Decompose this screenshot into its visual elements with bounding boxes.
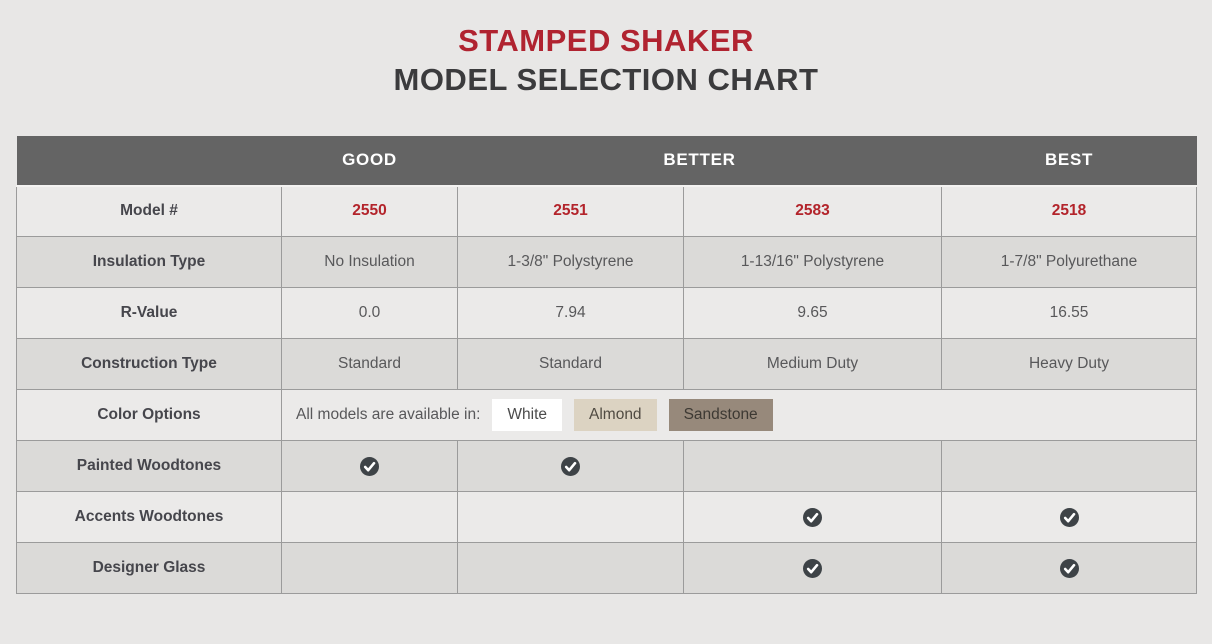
feature-empty-cell: [281, 542, 458, 594]
feature-check-cell: [941, 491, 1198, 543]
checkmark-icon: [1059, 558, 1080, 578]
model-selection-page: STAMPED SHAKER MODEL SELECTION CHART GOO…: [0, 0, 1212, 594]
tier-header-spacer: [16, 135, 282, 187]
spec-value-cell: 9.65: [682, 287, 943, 339]
feature-check-cell: [457, 440, 684, 492]
table-row: Construction Type Standard Standard Medium …: [16, 338, 1198, 390]
feature-empty-cell: [941, 440, 1198, 492]
tier-header-good: GOOD: [281, 135, 458, 187]
feature-empty-cell: [457, 542, 684, 594]
color-availability-text: All models are available in:: [296, 406, 481, 423]
row-label: Designer Glass: [16, 542, 282, 594]
tier-header-row: GOOD BETTER BEST: [16, 135, 1197, 187]
feature-check-cell: [941, 542, 1198, 594]
checkmark-icon: [802, 558, 823, 578]
row-label: Insulation Type: [16, 236, 282, 288]
spec-value-cell: 1-7/8" Polyurethane: [941, 236, 1198, 288]
row-label: Color Options: [16, 389, 282, 441]
spec-value-cell: 0.0: [281, 287, 458, 339]
model-number-cell: 2551: [457, 185, 684, 237]
model-number-cell: 2583: [682, 185, 943, 237]
feature-empty-cell: [457, 491, 684, 543]
model-number-cell: 2550: [281, 185, 458, 237]
spec-value-cell: No Insulation: [281, 236, 458, 288]
checkmark-icon: [1059, 507, 1080, 527]
feature-check-cell: [281, 440, 458, 492]
model-selection-table: GOOD BETTER BEST Model #2550 2551 2583 2518 In…: [16, 135, 1198, 594]
color-swatch-almond: Almond: [574, 399, 657, 431]
feature-empty-cell: [281, 491, 458, 543]
table-row: Color Options All models are available in…: [16, 389, 1198, 441]
model-number-cell: 2518: [941, 185, 1198, 237]
feature-check-cell: [682, 542, 943, 594]
spec-value-cell: Standard: [457, 338, 684, 390]
tier-header-better: BETTER: [457, 135, 942, 187]
table-row: Model #2550 2551 2583 2518: [16, 185, 1198, 237]
row-label: R-Value: [16, 287, 282, 339]
row-label: Model #: [16, 185, 282, 237]
feature-check-cell: [682, 491, 943, 543]
spec-value-cell: 1-13/16" Polystyrene: [682, 236, 943, 288]
table-row: Painted Woodtones: [16, 440, 1198, 492]
page-title: STAMPED SHAKER: [458, 23, 754, 58]
spec-value-cell: Medium Duty: [682, 338, 943, 390]
spec-value-cell: 16.55: [941, 287, 1198, 339]
row-label: Construction Type: [16, 338, 282, 390]
feature-empty-cell: [682, 440, 943, 492]
table-row: Accents Woodtones: [16, 491, 1198, 543]
checkmark-icon: [560, 456, 581, 476]
title-block: STAMPED SHAKER MODEL SELECTION CHART: [0, 0, 1212, 100]
color-swatch-sandstone: Sandstone: [668, 399, 773, 431]
checkmark-icon: [359, 456, 380, 476]
table-row: Insulation Type No Insulation 1-3/8" Polys…: [16, 236, 1198, 288]
tier-header-best: BEST: [941, 135, 1197, 187]
row-label: Accents Woodtones: [16, 491, 282, 543]
color-options-cell: All models are available in: White Almond S…: [280, 389, 1198, 441]
spec-value-cell: Heavy Duty: [941, 338, 1198, 390]
spec-value-cell: 1-3/8" Polystyrene: [457, 236, 684, 288]
table-row: R-Value 0.0 7.94 9.65 16.55: [16, 287, 1198, 339]
checkmark-icon: [802, 507, 823, 527]
spec-value-cell: Standard: [281, 338, 458, 390]
spec-value-cell: 7.94: [457, 287, 684, 339]
row-label: Painted Woodtones: [16, 440, 282, 492]
page-subtitle: MODEL SELECTION CHART: [393, 61, 819, 97]
color-swatch-white: White: [492, 399, 562, 431]
table-row: Designer Glass: [16, 542, 1198, 594]
